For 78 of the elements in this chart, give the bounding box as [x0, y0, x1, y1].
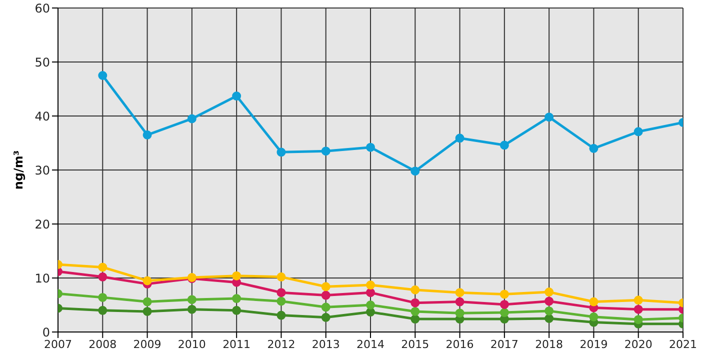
- x-tick-label: 2019: [580, 338, 608, 351]
- y-tick-label: 30: [34, 163, 50, 178]
- point: [142, 276, 152, 286]
- point: [544, 112, 554, 122]
- point: [232, 271, 242, 280]
- point: [187, 114, 196, 124]
- y-tick-label: 60: [34, 1, 50, 16]
- x-tick-label: 2011: [222, 338, 251, 351]
- point: [321, 302, 330, 312]
- point: [634, 315, 643, 324]
- point: [589, 144, 598, 153]
- point: [455, 308, 464, 318]
- y-tick-label: 10: [34, 271, 50, 286]
- point: [589, 312, 598, 322]
- y-tick-label: 50: [34, 55, 50, 70]
- point: [232, 294, 242, 304]
- point: [410, 314, 420, 324]
- point: [276, 272, 286, 282]
- point: [276, 288, 286, 298]
- point: [321, 312, 330, 322]
- point: [410, 298, 420, 308]
- point: [544, 314, 554, 323]
- point: [500, 308, 509, 318]
- point: [544, 306, 554, 316]
- point: [544, 296, 554, 306]
- y-tick-label: 40: [34, 109, 50, 124]
- point: [634, 296, 643, 305]
- point: [142, 130, 152, 140]
- y-axis-title: ng/m³: [11, 150, 26, 190]
- point: [321, 146, 330, 156]
- x-tick-label: 2020: [624, 338, 652, 351]
- point: [410, 166, 420, 176]
- point: [366, 300, 375, 310]
- point: [500, 300, 509, 309]
- point: [321, 290, 330, 300]
- x-tick-label: 2010: [178, 338, 206, 351]
- x-tick-label: 2018: [535, 338, 564, 351]
- x-tick-label: 2014: [356, 338, 384, 351]
- x-tick-label: 2007: [44, 338, 72, 351]
- point: [232, 306, 242, 315]
- point: [187, 304, 196, 314]
- point: [455, 288, 464, 298]
- point: [98, 262, 108, 272]
- point: [410, 306, 420, 316]
- point: [187, 295, 196, 304]
- point: [500, 140, 509, 150]
- point: [544, 288, 554, 297]
- point: [276, 148, 286, 157]
- y-tick-label: 20: [34, 217, 50, 232]
- y-tick-label: 0: [42, 325, 50, 340]
- x-tick-label: 2015: [401, 338, 430, 351]
- x-tick-label: 2021: [669, 338, 697, 351]
- point: [589, 297, 598, 306]
- point: [276, 296, 286, 306]
- point: [142, 297, 152, 306]
- x-tick-label: 2012: [267, 338, 296, 351]
- x-tick-label: 2009: [133, 338, 162, 351]
- point: [410, 285, 420, 294]
- point: [276, 310, 286, 320]
- point: [98, 306, 108, 315]
- x-tick-label: 2008: [88, 338, 117, 351]
- point: [366, 142, 375, 152]
- point: [366, 288, 375, 298]
- point: [634, 127, 643, 136]
- x-tick-label: 2016: [446, 338, 474, 351]
- point: [321, 282, 330, 292]
- x-tick-label: 2017: [490, 338, 518, 351]
- x-tick-label: 2013: [312, 338, 340, 351]
- point: [455, 134, 464, 143]
- point: [455, 297, 464, 306]
- point: [232, 92, 242, 101]
- point: [98, 71, 108, 80]
- point: [366, 280, 375, 290]
- point: [142, 306, 152, 316]
- point: [98, 292, 108, 302]
- point: [98, 272, 108, 282]
- point: [500, 290, 509, 299]
- point: [634, 304, 643, 314]
